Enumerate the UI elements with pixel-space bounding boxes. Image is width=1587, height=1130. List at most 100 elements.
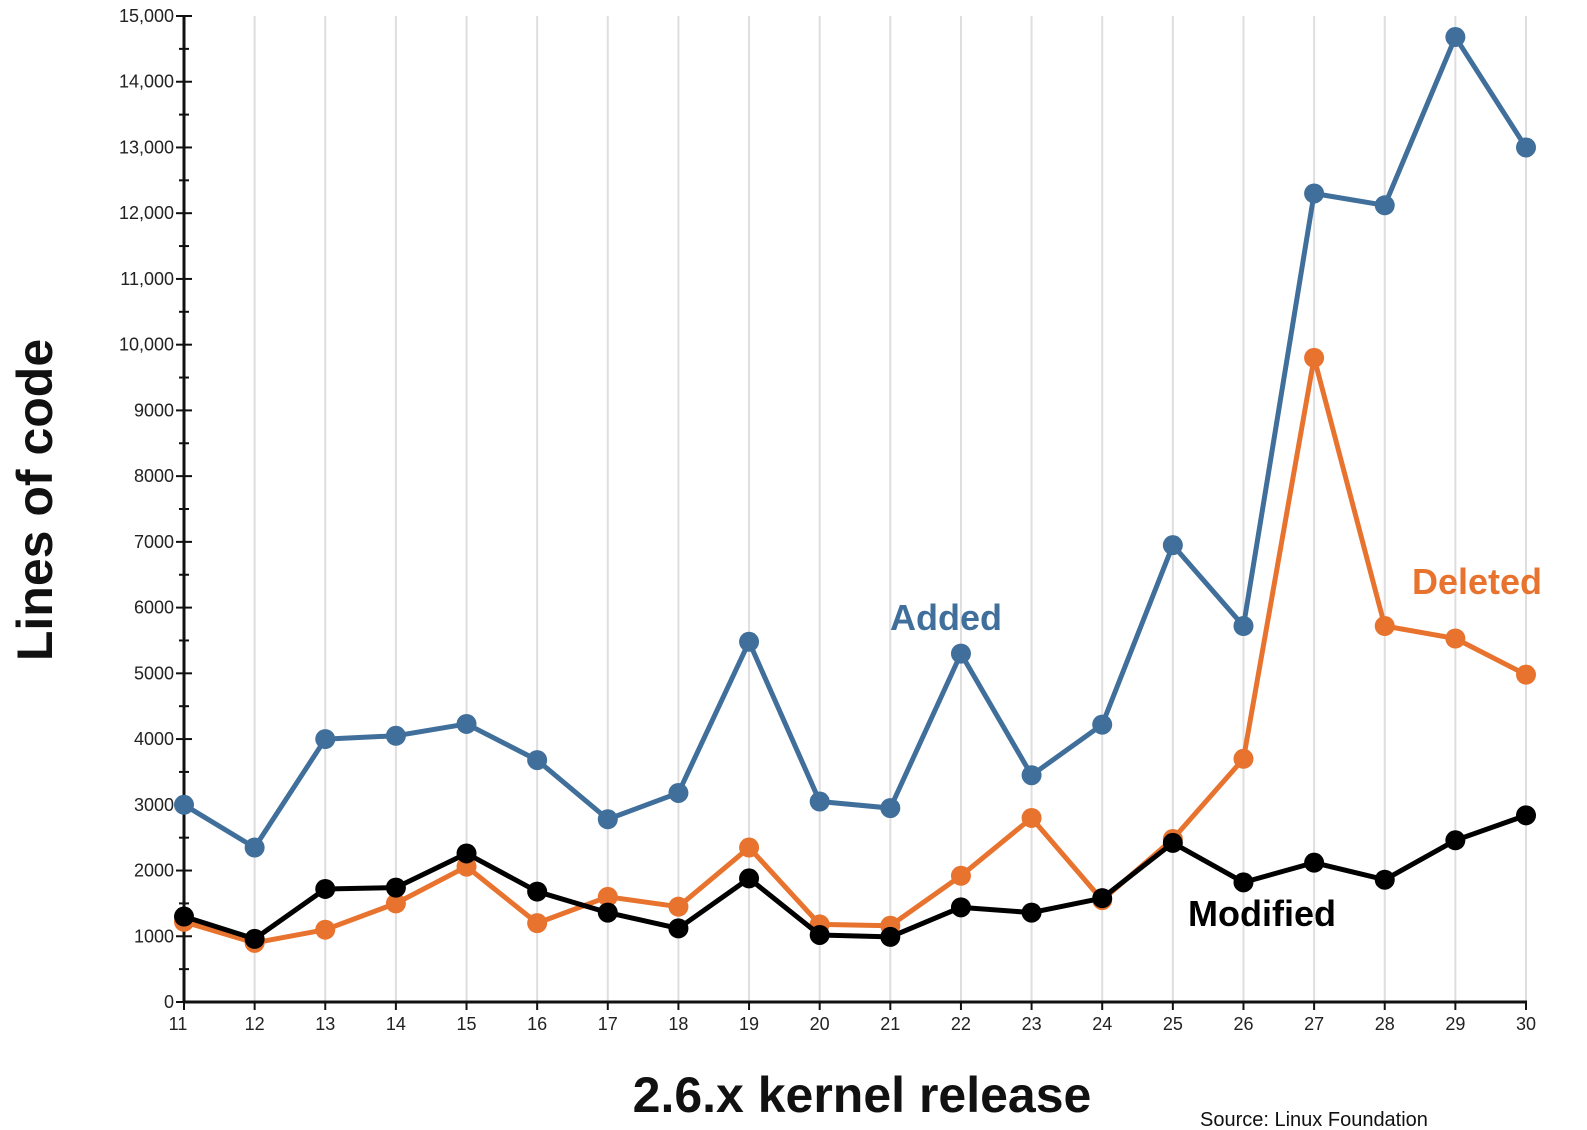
y-tick-label: 2000 xyxy=(134,861,174,881)
y-tick-label: 11,000 xyxy=(120,269,174,289)
x-tick-label: 24 xyxy=(1092,1014,1112,1034)
y-tick-label: 8000 xyxy=(134,466,174,486)
x-tick-label: 17 xyxy=(598,1014,618,1034)
x-tick-label: 11 xyxy=(169,1014,188,1034)
legend-label-deleted: Deleted xyxy=(1412,561,1542,602)
x-tick-label: 14 xyxy=(386,1014,406,1034)
y-tick-label: 5000 xyxy=(134,663,174,683)
data-point-modified xyxy=(880,926,901,947)
series-deleted xyxy=(174,347,1536,953)
y-tick-label: 15,000 xyxy=(119,6,174,26)
data-point-deleted xyxy=(385,893,406,914)
data-point-deleted xyxy=(1021,807,1042,828)
data-point-modified xyxy=(1374,869,1395,890)
data-point-deleted xyxy=(950,865,971,886)
data-point-deleted xyxy=(739,837,760,858)
data-point-added xyxy=(385,725,406,746)
y-tick-label: 12,000 xyxy=(119,203,174,223)
data-point-added xyxy=(668,782,689,803)
data-point-deleted xyxy=(1233,748,1254,769)
data-point-modified xyxy=(597,902,618,923)
data-point-deleted xyxy=(668,896,689,917)
data-point-added xyxy=(1516,137,1536,158)
data-point-modified xyxy=(1516,805,1536,826)
x-tick-label: 12 xyxy=(245,1014,265,1034)
data-point-modified xyxy=(1021,902,1042,923)
legend-label-modified: Modified xyxy=(1188,893,1336,934)
data-point-added xyxy=(1445,27,1466,48)
y-tick-label: 13,000 xyxy=(119,137,174,157)
data-point-deleted xyxy=(1516,664,1536,685)
series-modified xyxy=(174,805,1536,949)
series-added xyxy=(174,27,1536,858)
data-point-deleted xyxy=(527,913,548,934)
data-point-deleted xyxy=(1445,628,1466,649)
x-axis-ticks: 11 12 13 14 15 16 17 18 19 20 21 22 23 24 25 26 27 28 29 30 xyxy=(169,1002,1536,1034)
data-point-modified xyxy=(1092,888,1113,909)
data-point-modified xyxy=(1445,830,1466,851)
data-point-added xyxy=(597,809,618,830)
x-tick-label: 30 xyxy=(1516,1014,1536,1034)
y-tick-label: 14,000 xyxy=(119,72,174,92)
data-point-added xyxy=(809,791,830,812)
x-tick-label: 15 xyxy=(457,1014,477,1034)
data-point-deleted xyxy=(1304,347,1325,368)
data-point-deleted xyxy=(597,886,618,907)
y-tick-label: 4000 xyxy=(134,729,174,749)
series-line-added xyxy=(182,34,1529,851)
series-group xyxy=(174,27,1536,953)
data-point-modified xyxy=(1304,852,1325,873)
data-point-added xyxy=(315,729,336,750)
x-tick-label: 28 xyxy=(1375,1014,1395,1034)
data-point-added xyxy=(950,643,971,664)
data-point-modified xyxy=(668,918,689,939)
data-point-added xyxy=(880,798,901,819)
data-point-added xyxy=(1233,616,1254,637)
y-tick-label: 10,000 xyxy=(119,335,174,355)
data-point-deleted xyxy=(315,919,336,940)
x-tick-label: 18 xyxy=(668,1014,688,1034)
data-point-modified xyxy=(527,881,548,902)
source-note: Source: Linux Foundation xyxy=(1200,1109,1428,1130)
data-point-modified xyxy=(456,843,477,864)
legend-label-added: Added xyxy=(890,597,1002,638)
data-point-modified xyxy=(315,878,336,899)
y-tick-label: 9000 xyxy=(134,400,174,420)
x-tick-label: 19 xyxy=(739,1014,759,1034)
data-point-added xyxy=(527,750,548,771)
data-point-deleted xyxy=(1374,616,1395,637)
data-point-added xyxy=(244,837,265,858)
data-point-added xyxy=(739,631,760,652)
y-tick-label: 1000 xyxy=(134,926,174,946)
series-line-modified xyxy=(183,812,1527,942)
data-point-added xyxy=(1374,195,1395,216)
y-axis-title: Lines of code xyxy=(7,339,63,661)
x-tick-label: 26 xyxy=(1233,1014,1253,1034)
data-point-added xyxy=(456,713,477,734)
y-tick-label: 3000 xyxy=(134,795,174,815)
x-tick-label: 21 xyxy=(880,1014,900,1034)
y-tick-label: 7000 xyxy=(134,532,174,552)
data-point-added xyxy=(174,794,194,815)
x-tick-label: 25 xyxy=(1163,1014,1183,1034)
data-point-modified xyxy=(385,877,406,898)
y-axis-ticks: 0 1000 2000 3000 4000 5000 6000 7000 8000 9000 10,… xyxy=(119,6,192,1012)
series-line-deleted xyxy=(183,355,1528,946)
x-tick-label: 16 xyxy=(527,1014,547,1034)
data-point-modified xyxy=(950,897,971,918)
x-axis-title: 2.6.x kernel release xyxy=(633,1067,1092,1123)
data-point-added xyxy=(1092,714,1113,735)
data-point-added xyxy=(1304,183,1325,204)
y-tick-label: 6000 xyxy=(134,598,174,618)
axes xyxy=(182,16,1527,1004)
data-point-modified xyxy=(174,906,194,927)
data-point-modified xyxy=(1233,872,1254,893)
x-tick-label: 23 xyxy=(1022,1014,1042,1034)
x-tick-label: 27 xyxy=(1304,1014,1324,1034)
x-tick-label: 29 xyxy=(1445,1014,1465,1034)
data-point-modified xyxy=(809,924,830,945)
grid-lines xyxy=(253,16,1527,1002)
x-tick-label: 13 xyxy=(315,1014,335,1034)
y-tick-label: 0 xyxy=(164,992,174,1012)
